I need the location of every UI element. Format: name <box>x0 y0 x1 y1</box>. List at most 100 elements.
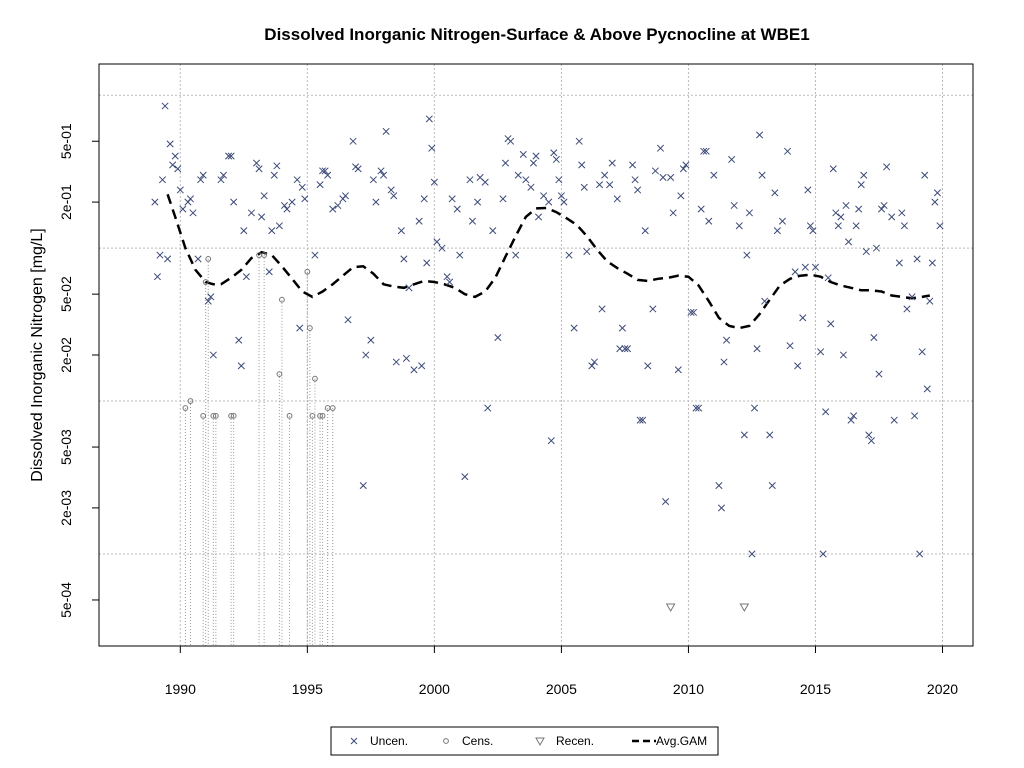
uncensored-point <box>875 370 883 378</box>
uncensored-point <box>674 366 682 374</box>
uncensored-point <box>898 209 906 217</box>
uncensored-point <box>387 186 395 194</box>
uncensored-point <box>225 152 233 160</box>
recensored-point <box>665 603 676 612</box>
uncensored-point <box>745 209 753 217</box>
uncensored-point <box>438 244 446 252</box>
uncensored-point <box>453 205 461 213</box>
uncensored-point <box>390 192 398 200</box>
uncensored-point <box>227 152 235 160</box>
uncensored-point <box>359 482 367 490</box>
uncensored-point <box>756 131 764 139</box>
uncensored-point <box>809 227 817 235</box>
uncensored-point <box>801 263 809 271</box>
uncensored-point <box>794 362 802 370</box>
uncensored-point <box>151 198 159 206</box>
uncensored-point <box>847 416 855 424</box>
uncensored-point <box>522 176 530 184</box>
y-tick-label: 2e-01 <box>58 184 74 220</box>
y-axis-label: Dissolved Inorganic Nitrogen [mg/L] <box>29 228 46 481</box>
uncensored-point <box>850 412 858 420</box>
y-tick-label: 5e-04 <box>58 582 74 618</box>
uncensored-point <box>598 305 606 313</box>
uncensored-point <box>474 198 482 206</box>
censored-point <box>319 412 326 419</box>
censored-point <box>228 412 235 419</box>
censored-point <box>261 252 268 259</box>
uncensored-point <box>268 227 276 235</box>
uncensored-point <box>235 336 243 344</box>
uncensored-point <box>293 176 301 184</box>
uncensored-point <box>628 161 637 169</box>
uncensored-point <box>420 195 428 203</box>
uncensored-point <box>382 127 390 135</box>
x-tick-label: 1990 <box>165 681 196 697</box>
uncensored-point <box>634 186 642 194</box>
uncensored-point <box>179 205 187 213</box>
censored-point <box>212 412 219 419</box>
uncensored-point <box>651 167 659 175</box>
uncensored-point <box>545 198 553 206</box>
uncensored-point <box>519 150 527 158</box>
uncensored-point <box>636 416 644 424</box>
uncensored-point <box>667 173 675 181</box>
uncensored-point <box>552 155 560 164</box>
uncensored-point <box>405 284 413 292</box>
uncensored-point <box>296 324 304 332</box>
uncensored-point <box>532 152 540 160</box>
uncensored-point <box>852 222 860 230</box>
uncensored-point <box>298 183 306 191</box>
uncensored-point <box>883 163 891 171</box>
uncensored-point <box>507 137 515 145</box>
uncensored-point <box>687 308 695 316</box>
uncensored-point <box>806 222 814 230</box>
uncensored-point <box>695 404 703 412</box>
uncensored-point <box>766 431 774 439</box>
censored-point <box>317 412 323 419</box>
uncensored-point <box>697 205 705 213</box>
uncensored-point <box>842 201 850 210</box>
uncensored-point <box>158 176 167 184</box>
uncensored-point <box>484 404 492 412</box>
uncensored-point <box>341 192 350 200</box>
uncensored-point <box>689 308 698 316</box>
uncensored-point <box>623 345 632 353</box>
uncensored-point <box>692 404 700 412</box>
uncensored-point <box>895 259 903 267</box>
uncensored-point <box>936 222 944 230</box>
censored-point <box>312 375 318 382</box>
censored-point <box>202 279 209 285</box>
uncensored-point <box>728 155 736 164</box>
uncensored-point <box>527 183 535 191</box>
uncensored-point <box>324 171 332 179</box>
x-tick-label: 2000 <box>419 681 450 697</box>
uncensored-point <box>415 217 423 225</box>
uncensored-point <box>153 273 161 281</box>
uncensored-point <box>870 334 878 342</box>
uncensored-point <box>321 167 329 175</box>
uncensored-point <box>529 159 538 167</box>
uncensored-point <box>362 351 370 359</box>
uncensored-point <box>367 336 375 344</box>
uncensored-point <box>199 171 207 179</box>
uncensored-point <box>916 550 924 558</box>
uncensored-point <box>499 195 507 203</box>
censored-point <box>205 256 212 262</box>
censored-point <box>309 412 316 419</box>
uncensored-point <box>194 255 202 263</box>
uncensored-point <box>428 144 436 152</box>
uncensored-point <box>217 176 225 184</box>
uncensored-point <box>817 348 825 356</box>
uncensored-point <box>588 362 596 370</box>
uncensored-point <box>377 167 385 175</box>
uncensored-point <box>844 238 853 246</box>
uncensored-point <box>819 550 827 558</box>
uncensored-point <box>275 222 283 230</box>
uncensored-point <box>811 263 820 271</box>
uncensored-point <box>583 247 591 256</box>
uncensored-point <box>565 251 573 259</box>
uncensored-point <box>489 227 497 235</box>
uncensored-point <box>595 181 604 189</box>
uncensored-point <box>855 205 863 213</box>
